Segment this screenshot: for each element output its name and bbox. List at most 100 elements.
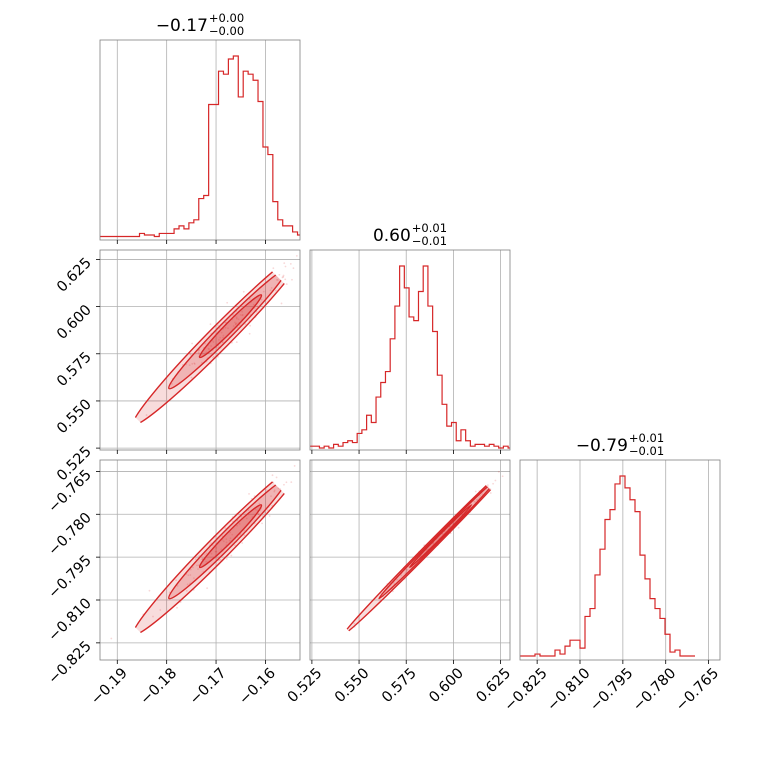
sample-point — [222, 540, 225, 543]
sample-point — [494, 479, 497, 482]
sample-point — [275, 476, 278, 479]
x-tick-label: −0.765 — [673, 665, 722, 714]
x-tick-label: −0.19 — [88, 665, 131, 708]
sample-point — [186, 583, 189, 586]
param-title-plus: +0.01 — [412, 221, 447, 235]
sample-point — [205, 351, 208, 354]
sample-point — [210, 542, 212, 544]
sample-point — [236, 524, 239, 527]
sample-point — [208, 348, 211, 351]
sample-point — [283, 483, 285, 486]
sample-point — [192, 577, 195, 580]
sample-point — [269, 289, 272, 292]
sample-point — [406, 568, 409, 571]
sample-point — [293, 465, 296, 467]
x-tick-label: −0.810 — [544, 665, 593, 714]
sample-point — [225, 558, 228, 560]
histogram-1 — [310, 265, 510, 449]
histogram-2 — [520, 475, 695, 657]
x-tick-label: −0.795 — [587, 665, 636, 714]
sample-point — [225, 541, 228, 544]
sample-point — [280, 302, 283, 305]
panel-frame-1-1 — [309, 249, 511, 451]
sample-point — [145, 414, 148, 416]
sample-point — [234, 321, 236, 324]
sample-point — [457, 526, 460, 529]
sample-point — [283, 262, 286, 265]
contour-inner — [409, 504, 473, 569]
sample-point — [217, 324, 219, 327]
sample-point — [215, 550, 218, 553]
sample-point — [209, 323, 212, 326]
panel-frame-2-2 — [519, 459, 721, 661]
sample-point — [204, 342, 207, 345]
sample-point — [193, 362, 196, 365]
x-tick-label: −0.780 — [630, 665, 679, 714]
sample-point — [260, 298, 263, 301]
sample-point — [189, 353, 192, 356]
sample-point — [192, 566, 194, 569]
sample-point — [451, 522, 454, 525]
sample-point — [159, 609, 162, 611]
sample-point — [257, 512, 260, 515]
sample-point — [239, 533, 242, 536]
sample-point — [432, 542, 435, 545]
y-tick-label: 0.625 — [54, 255, 95, 296]
sample-point — [234, 323, 237, 326]
sample-point — [220, 548, 223, 551]
sample-point — [271, 474, 274, 477]
sample-point — [235, 317, 238, 320]
sample-point — [229, 531, 232, 534]
y-tick-label: 0.600 — [54, 302, 95, 343]
sample-point — [270, 287, 273, 289]
sample-point — [489, 492, 492, 494]
param-title-median: 0.60 — [373, 226, 411, 246]
sample-point — [254, 508, 257, 511]
sample-point — [262, 290, 265, 293]
sample-point — [242, 290, 245, 293]
sample-point — [175, 579, 178, 582]
sample-point — [206, 587, 209, 590]
sample-point — [193, 363, 196, 365]
sample-point — [248, 332, 251, 335]
sample-point — [282, 275, 285, 278]
sample-point — [197, 351, 200, 354]
contours-1-0 — [132, 248, 308, 426]
sample-point — [295, 254, 298, 257]
sample-point — [273, 489, 276, 492]
sample-point — [224, 326, 227, 329]
sample-point — [110, 637, 113, 640]
sample-point — [187, 574, 190, 577]
sample-point — [232, 325, 235, 327]
sample-point — [235, 322, 238, 325]
sample-point — [284, 278, 287, 281]
sample-point — [481, 493, 484, 496]
sample-point — [191, 342, 194, 345]
x-tick-label: −0.17 — [187, 665, 230, 708]
param-title-median: −0.79 — [576, 436, 628, 456]
sample-point — [497, 470, 500, 473]
sample-point — [235, 341, 238, 344]
sample-point — [276, 279, 279, 281]
panel-frame-2-1 — [309, 459, 511, 661]
sample-point — [194, 558, 197, 561]
sample-point — [501, 475, 504, 478]
sample-point — [261, 522, 263, 525]
sample-point — [235, 316, 238, 319]
sample-point — [248, 493, 250, 495]
panel-frame-2-0 — [99, 459, 301, 661]
sample-point — [266, 509, 269, 512]
sample-point — [210, 345, 212, 347]
sample-point — [285, 283, 288, 286]
sample-point — [241, 310, 243, 313]
sample-point — [258, 502, 261, 505]
sample-point — [245, 517, 248, 520]
sample-point — [474, 490, 477, 493]
sample-point — [205, 560, 208, 563]
sample-point — [487, 486, 489, 489]
sample-point — [270, 495, 272, 497]
sample-point — [207, 347, 210, 350]
sample-point — [225, 538, 228, 541]
sample-point — [226, 301, 229, 304]
sample-point — [282, 274, 285, 277]
